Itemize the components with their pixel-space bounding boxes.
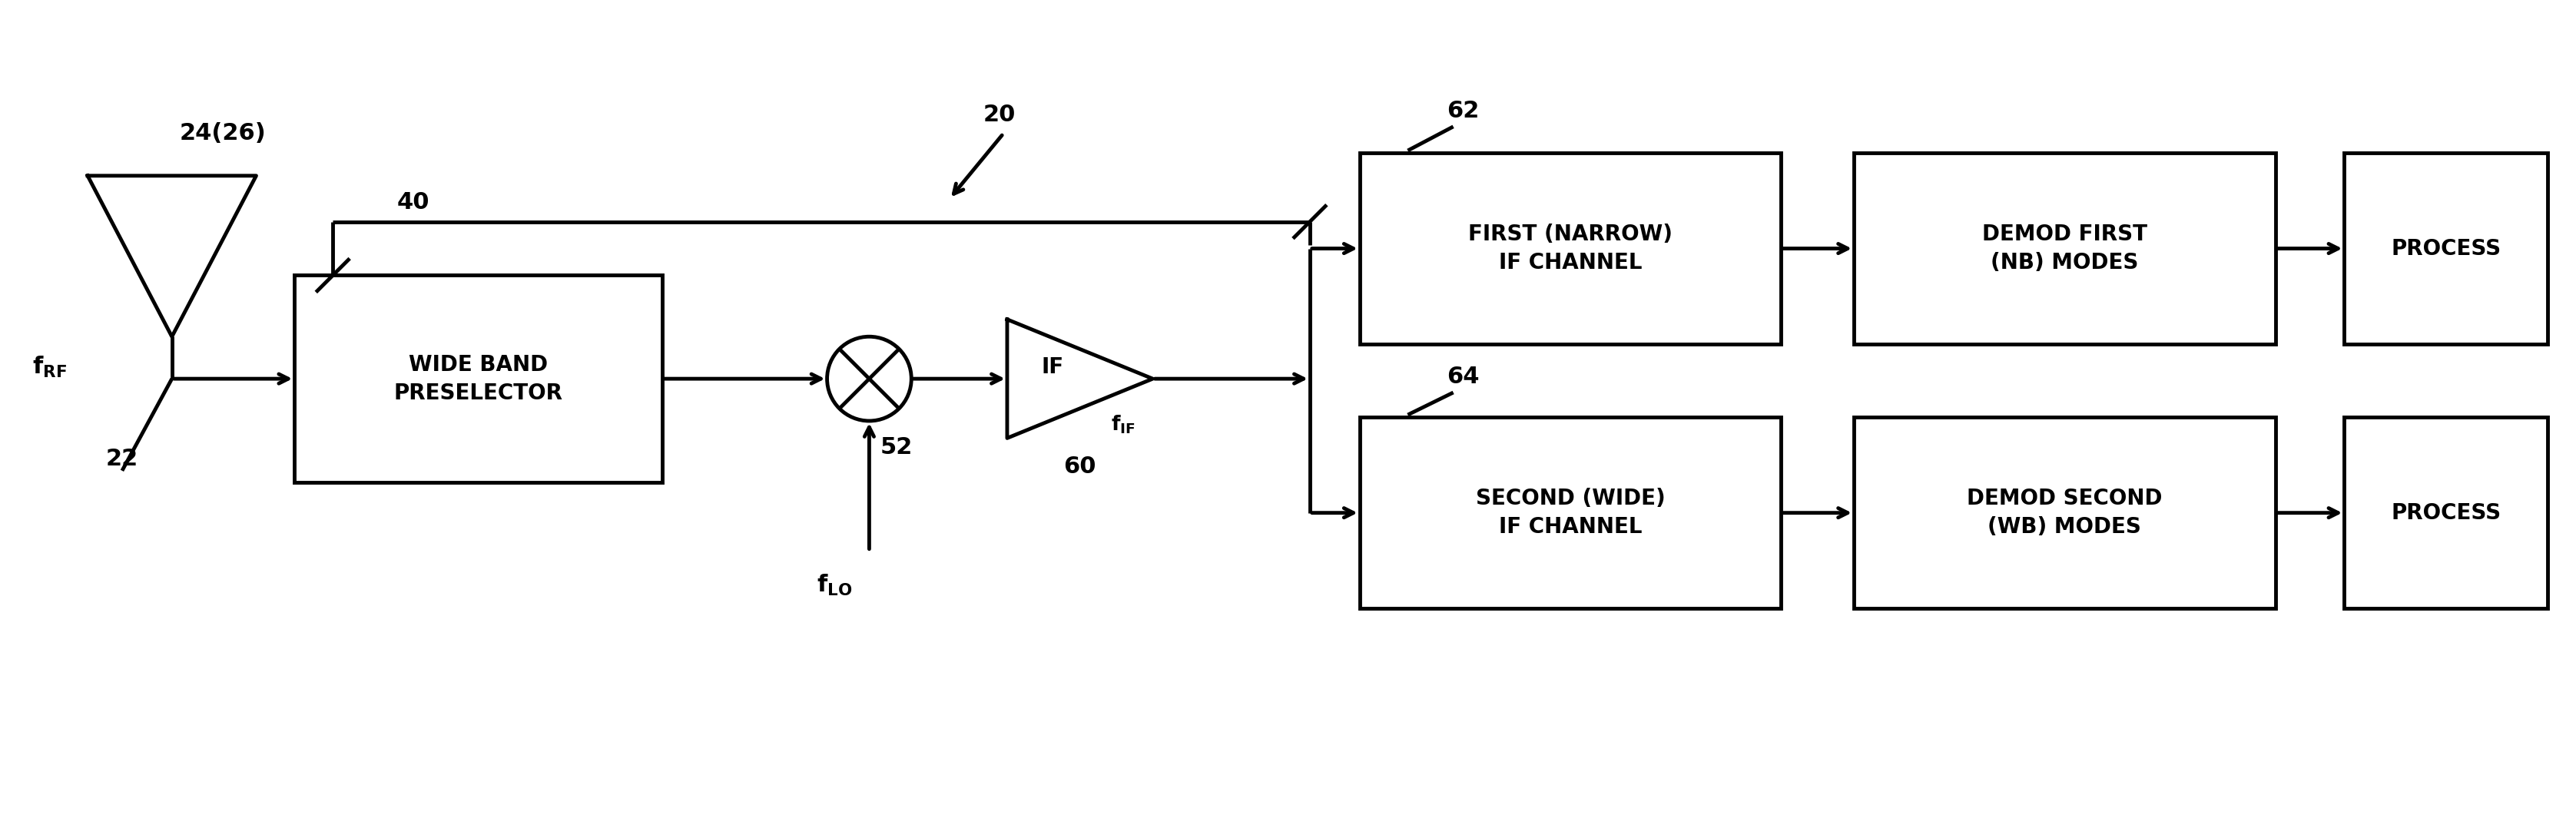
Bar — [294, 276, 662, 482]
Bar — [1855, 417, 2275, 609]
Text: 62: 62 — [1448, 99, 1479, 122]
Polygon shape — [88, 176, 255, 337]
Text: DEMOD FIRST
(NB) MODES: DEMOD FIRST (NB) MODES — [1981, 224, 2148, 273]
Text: FIRST (NARROW)
IF CHANNEL: FIRST (NARROW) IF CHANNEL — [1468, 224, 1672, 273]
Text: WIDE BAND
PRESELECTOR: WIDE BAND PRESELECTOR — [394, 354, 564, 403]
Polygon shape — [1007, 320, 1151, 438]
Text: SECOND (WIDE)
IF CHANNEL: SECOND (WIDE) IF CHANNEL — [1476, 488, 1664, 537]
Bar — [2344, 152, 2548, 344]
Text: 60: 60 — [1064, 455, 1097, 478]
Text: 52: 52 — [881, 436, 912, 459]
Text: DEMOD SECOND
(WB) MODES: DEMOD SECOND (WB) MODES — [1968, 488, 2161, 537]
Text: 20: 20 — [984, 104, 1015, 126]
Bar — [1855, 152, 2275, 344]
Bar — [1360, 417, 1780, 609]
Bar — [2344, 417, 2548, 609]
Text: 40: 40 — [397, 191, 430, 214]
Text: $\mathbf{f_{IF}}$: $\mathbf{f_{IF}}$ — [1110, 414, 1136, 436]
Text: PROCESS: PROCESS — [2391, 238, 2501, 259]
Text: 24(26): 24(26) — [180, 123, 265, 145]
Circle shape — [827, 337, 912, 421]
Text: IF: IF — [1041, 357, 1064, 378]
Text: $\mathbf{f_{LO}}$: $\mathbf{f_{LO}}$ — [817, 573, 853, 598]
Bar — [1360, 152, 1780, 344]
Text: PROCESS: PROCESS — [2391, 502, 2501, 523]
Text: 22: 22 — [106, 448, 139, 470]
Text: 64: 64 — [1448, 365, 1479, 388]
Text: $\mathbf{f_{RF}}$: $\mathbf{f_{RF}}$ — [33, 355, 67, 379]
